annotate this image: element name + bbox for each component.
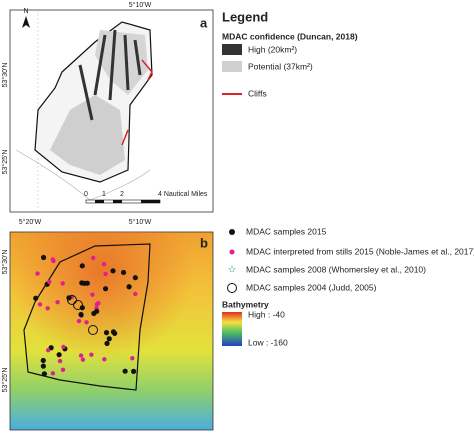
- legend-symbol: [229, 229, 235, 235]
- lat-label: 53°25'N: [1, 368, 9, 393]
- panel-a: N a 5°10'W 53°30'N 53°25'N 5°20'W 5°10'W…: [1, 1, 214, 226]
- sample-point: [122, 368, 128, 374]
- north-label: N: [23, 8, 28, 15]
- sample-point: [40, 357, 46, 364]
- high-area: [78, 29, 142, 121]
- lat-label: 53°25'N: [1, 150, 9, 175]
- sample-point: [60, 281, 65, 286]
- sample-point: [90, 292, 95, 297]
- sample-point: [104, 340, 110, 347]
- sample-point: [102, 357, 107, 362]
- legend-swatch: [222, 61, 242, 72]
- legend-label: Potential (37km²): [248, 61, 313, 71]
- panel-label: a: [200, 15, 208, 30]
- sample-point: [132, 275, 138, 281]
- sample-point: [73, 300, 83, 310]
- legend: Legend MDAC confidence (Duncan, 2018) Hi…: [222, 9, 358, 98]
- sample-point: [131, 368, 137, 374]
- sample-point: [89, 352, 94, 357]
- sample-point: [78, 353, 84, 358]
- sample-point: [40, 254, 47, 261]
- lat-label: 53°30'N: [1, 63, 9, 88]
- sample-point: [106, 336, 112, 342]
- sample-point: [96, 301, 101, 306]
- sample-point: [103, 271, 108, 277]
- sample-point: [102, 286, 109, 292]
- legend-label: MDAC interpreted from stills 2015 (Noble…: [246, 246, 474, 256]
- sample-point: [101, 261, 107, 267]
- sample-point: [91, 255, 96, 261]
- lon-label: 5°10'W: [129, 1, 152, 9]
- sample-point: [94, 308, 100, 314]
- sample-point: [110, 268, 116, 274]
- scale-label: 4 Nautical Miles: [158, 191, 208, 198]
- sample-point: [56, 352, 62, 358]
- lon-label: 5°10'W: [129, 218, 152, 226]
- bathymetry-title: Bathymetry: [222, 299, 269, 309]
- sample-point: [81, 280, 88, 286]
- sample-point: [40, 363, 46, 369]
- sample-point: [103, 330, 110, 336]
- sample-point: [133, 291, 138, 297]
- legend-symbol: ☆: [228, 265, 237, 276]
- lon-label: 5°20'W: [19, 218, 42, 226]
- sample-point: [120, 269, 127, 276]
- legend-label: MDAC samples 2015: [246, 226, 327, 236]
- legend-b: MDAC samples 2015 MDAC interpreted from …: [222, 226, 474, 347]
- cliff: [141, 59, 153, 81]
- sample-point: [57, 358, 63, 364]
- outline: [23, 243, 151, 391]
- sample-point: [45, 306, 50, 311]
- legend-label: MDAC samples 2004 (Judd, 2005): [246, 282, 377, 292]
- sample-point: [130, 356, 135, 361]
- scale-label: 2: [120, 191, 124, 198]
- sample-point: [79, 305, 85, 311]
- scale-label: 0: [84, 191, 88, 198]
- legend-subtitle: MDAC confidence (Duncan, 2018): [222, 31, 358, 41]
- sample-point: [41, 371, 47, 377]
- lat-label: 53°30'N: [1, 250, 9, 275]
- sample-point: [50, 257, 55, 262]
- legend-label: MDAC samples 2008 (Whomersley et al., 20…: [246, 264, 426, 274]
- legend-swatch: [222, 44, 242, 55]
- scale-label: 1: [102, 191, 106, 198]
- ramp-label: High : -40: [248, 309, 285, 319]
- sample-point: [80, 357, 86, 362]
- sample-point: [45, 347, 51, 353]
- panel-b: b 53°30'N 53°25'N: [1, 231, 214, 431]
- ramp-label: Low : -160: [248, 337, 288, 347]
- sample-point: [50, 371, 56, 376]
- legend-symbol: [227, 283, 237, 293]
- legend-label: Cliffs: [248, 88, 267, 98]
- sample-point: [84, 320, 89, 325]
- sample-point: [47, 279, 52, 285]
- color-ramp: [222, 312, 242, 346]
- sample-point: [78, 311, 84, 318]
- legend-title: Legend: [222, 9, 268, 24]
- sample-point: [110, 329, 117, 335]
- legend-symbol: [229, 249, 235, 255]
- sample-point: [37, 302, 43, 307]
- sample-point: [76, 318, 82, 324]
- sample-point: [61, 344, 66, 350]
- cliff: [121, 129, 129, 146]
- sample-point: [88, 325, 98, 335]
- legend-label: High (20km²): [248, 44, 297, 54]
- sample-point: [67, 295, 77, 305]
- sample-point: [79, 263, 85, 269]
- potential-area: [50, 95, 125, 175]
- sample-point: [35, 271, 40, 276]
- sample-point: [60, 367, 66, 372]
- samples: [33, 254, 138, 377]
- sample-point: [33, 295, 39, 301]
- panel-label: b: [200, 235, 208, 250]
- scale-bar: [85, 199, 161, 204]
- sample-point: [126, 284, 132, 290]
- sample-point: [55, 300, 60, 305]
- north-arrow: [22, 16, 30, 28]
